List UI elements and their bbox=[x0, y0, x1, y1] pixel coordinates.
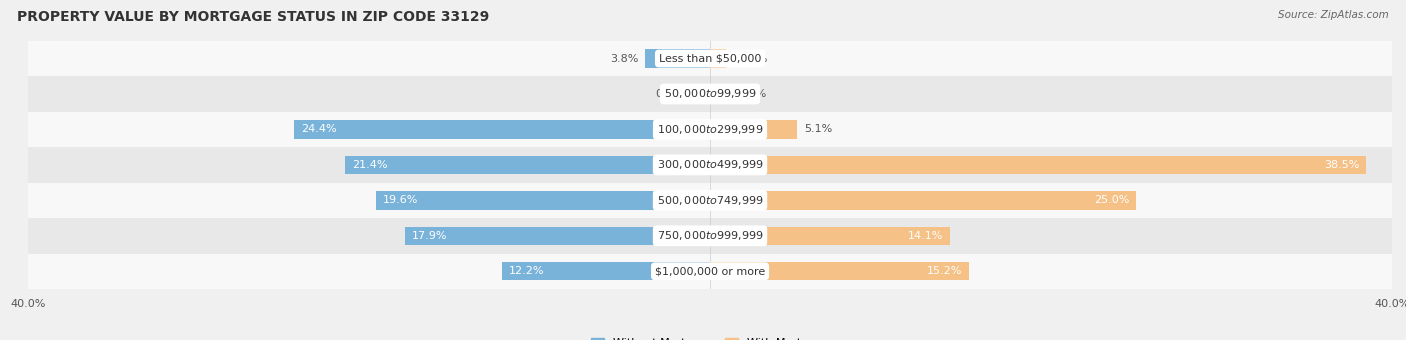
Text: 0.76%: 0.76% bbox=[655, 89, 690, 99]
Text: 15.2%: 15.2% bbox=[927, 266, 962, 276]
Text: 21.4%: 21.4% bbox=[352, 160, 388, 170]
Bar bbox=[710, 156, 1367, 174]
Text: 5.1%: 5.1% bbox=[804, 124, 832, 134]
Bar bbox=[710, 191, 1136, 209]
Text: 25.0%: 25.0% bbox=[1094, 195, 1129, 205]
Bar bbox=[710, 262, 969, 280]
Bar bbox=[28, 254, 1392, 289]
Bar bbox=[28, 112, 1392, 147]
Bar bbox=[405, 226, 710, 245]
Text: 17.9%: 17.9% bbox=[412, 231, 447, 241]
Text: $100,000 to $299,999: $100,000 to $299,999 bbox=[657, 123, 763, 136]
Bar bbox=[697, 85, 710, 103]
Bar bbox=[346, 156, 710, 174]
Bar bbox=[710, 120, 797, 139]
Text: Less than $50,000: Less than $50,000 bbox=[659, 53, 761, 64]
Text: 38.5%: 38.5% bbox=[1324, 160, 1360, 170]
Legend: Without Mortgage, With Mortgage: Without Mortgage, With Mortgage bbox=[586, 334, 834, 340]
Text: $50,000 to $99,999: $50,000 to $99,999 bbox=[664, 87, 756, 101]
Text: 3.8%: 3.8% bbox=[610, 53, 638, 64]
Text: 14.1%: 14.1% bbox=[908, 231, 943, 241]
Bar bbox=[502, 262, 710, 280]
Text: PROPERTY VALUE BY MORTGAGE STATUS IN ZIP CODE 33129: PROPERTY VALUE BY MORTGAGE STATUS IN ZIP… bbox=[17, 10, 489, 24]
Text: $1,000,000 or more: $1,000,000 or more bbox=[655, 266, 765, 276]
Text: $500,000 to $749,999: $500,000 to $749,999 bbox=[657, 194, 763, 207]
Bar bbox=[710, 226, 950, 245]
Text: 19.6%: 19.6% bbox=[382, 195, 418, 205]
Bar bbox=[28, 183, 1392, 218]
Text: $750,000 to $999,999: $750,000 to $999,999 bbox=[657, 229, 763, 242]
Text: 24.4%: 24.4% bbox=[301, 124, 336, 134]
Bar bbox=[28, 218, 1392, 254]
Bar bbox=[375, 191, 710, 209]
Text: 0.91%: 0.91% bbox=[733, 53, 768, 64]
Bar bbox=[28, 147, 1392, 183]
Text: 12.2%: 12.2% bbox=[509, 266, 544, 276]
Text: Source: ZipAtlas.com: Source: ZipAtlas.com bbox=[1278, 10, 1389, 20]
Bar bbox=[710, 85, 733, 103]
Bar bbox=[28, 41, 1392, 76]
Bar bbox=[645, 49, 710, 68]
Bar bbox=[294, 120, 710, 139]
Bar bbox=[710, 49, 725, 68]
Bar bbox=[28, 76, 1392, 112]
Text: 1.3%: 1.3% bbox=[740, 89, 768, 99]
Text: $300,000 to $499,999: $300,000 to $499,999 bbox=[657, 158, 763, 171]
